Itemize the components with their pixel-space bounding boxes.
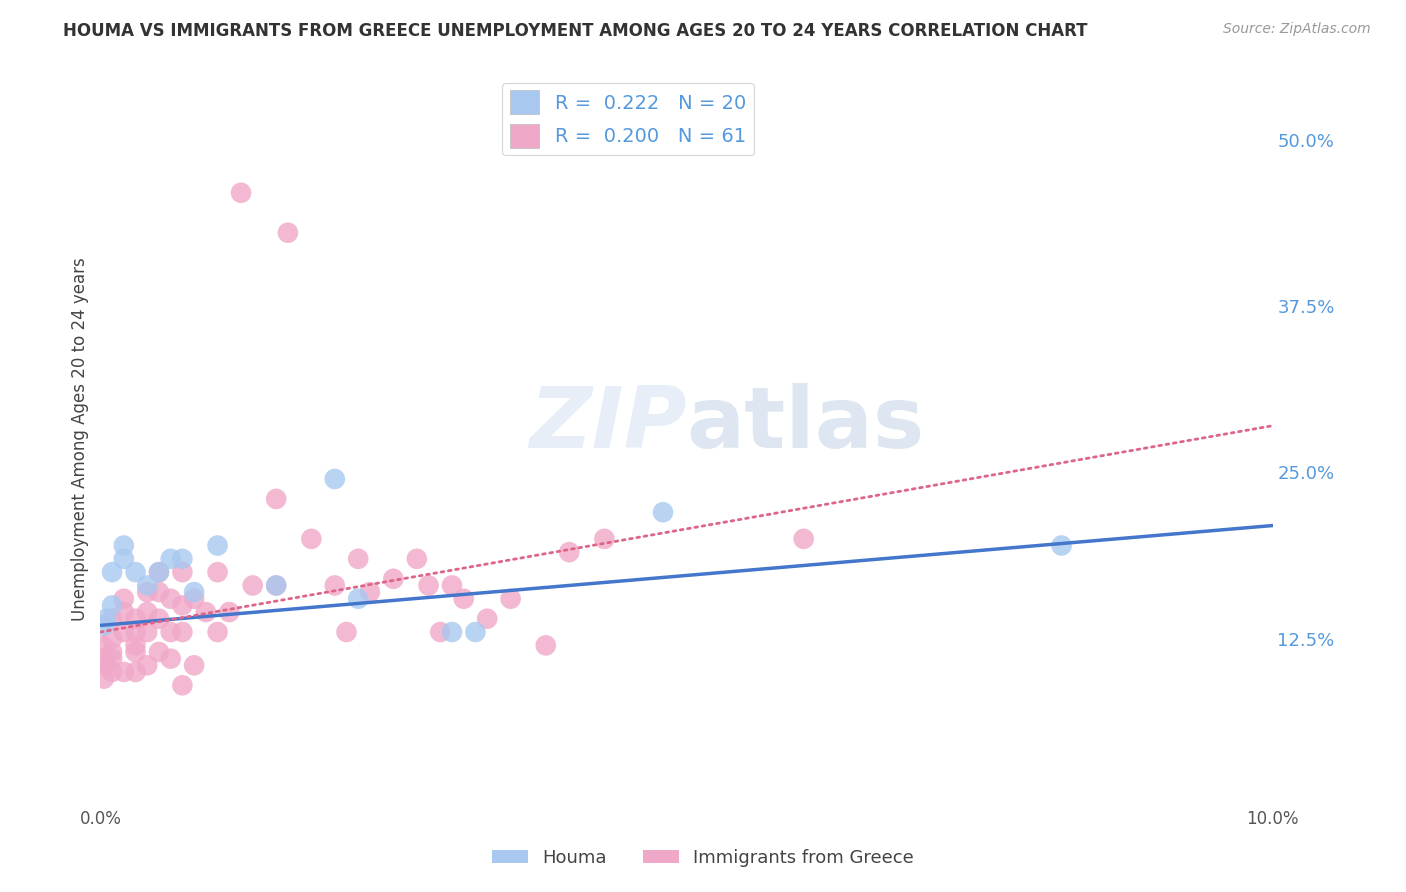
- Point: [405, 551, 427, 566]
- Point: [112, 551, 135, 566]
- Point: [264, 578, 287, 592]
- Point: [1050, 539, 1073, 553]
- Point: [323, 472, 346, 486]
- Point: [90, 651, 112, 665]
- Point: [382, 572, 405, 586]
- Point: [453, 591, 475, 606]
- Point: [335, 625, 357, 640]
- Point: [159, 651, 181, 665]
- Point: [124, 665, 146, 679]
- Point: [148, 585, 170, 599]
- Point: [96, 612, 118, 626]
- Point: [440, 625, 463, 640]
- Point: [101, 665, 124, 679]
- Point: [183, 591, 205, 606]
- Point: [277, 226, 299, 240]
- Point: [112, 665, 135, 679]
- Point: [183, 585, 205, 599]
- Point: [264, 491, 287, 506]
- Legend: R =  0.222   N = 20, R =  0.200   N = 61: R = 0.222 N = 20, R = 0.200 N = 61: [502, 83, 754, 155]
- Point: [172, 551, 194, 566]
- Point: [112, 539, 135, 553]
- Point: [112, 605, 135, 619]
- Point: [207, 539, 229, 553]
- Point: [136, 605, 159, 619]
- Point: [347, 591, 370, 606]
- Y-axis label: Unemployment Among Ages 20 to 24 years: Unemployment Among Ages 20 to 24 years: [72, 257, 89, 621]
- Point: [464, 625, 486, 640]
- Point: [499, 591, 522, 606]
- Point: [172, 565, 194, 579]
- Point: [218, 605, 240, 619]
- Point: [124, 625, 146, 640]
- Point: [159, 551, 181, 566]
- Point: [299, 532, 322, 546]
- Point: [101, 645, 124, 659]
- Point: [101, 632, 124, 646]
- Point: [172, 599, 194, 613]
- Point: [101, 599, 124, 613]
- Point: [172, 678, 194, 692]
- Point: [264, 578, 287, 592]
- Point: [101, 612, 124, 626]
- Point: [124, 638, 146, 652]
- Point: [323, 578, 346, 592]
- Text: ZIP: ZIP: [529, 383, 686, 466]
- Point: [534, 638, 557, 652]
- Point: [229, 186, 252, 200]
- Point: [418, 578, 440, 592]
- Legend: Houma, Immigrants from Greece: Houma, Immigrants from Greece: [485, 842, 921, 874]
- Point: [359, 585, 381, 599]
- Point: [148, 565, 170, 579]
- Point: [124, 565, 146, 579]
- Text: HOUMA VS IMMIGRANTS FROM GREECE UNEMPLOYMENT AMONG AGES 20 TO 24 YEARS CORRELATI: HOUMA VS IMMIGRANTS FROM GREECE UNEMPLOY…: [63, 22, 1088, 40]
- Point: [172, 625, 194, 640]
- Point: [93, 672, 115, 686]
- Point: [183, 658, 205, 673]
- Point: [148, 565, 170, 579]
- Point: [207, 565, 229, 579]
- Point: [159, 625, 181, 640]
- Point: [242, 578, 264, 592]
- Point: [440, 578, 463, 592]
- Point: [91, 638, 114, 652]
- Point: [101, 565, 124, 579]
- Text: Source: ZipAtlas.com: Source: ZipAtlas.com: [1223, 22, 1371, 37]
- Point: [136, 658, 159, 673]
- Point: [148, 612, 170, 626]
- Point: [136, 585, 159, 599]
- Point: [93, 618, 115, 632]
- Point: [96, 658, 118, 673]
- Point: [347, 551, 370, 566]
- Point: [101, 651, 124, 665]
- Point: [136, 625, 159, 640]
- Point: [194, 605, 217, 619]
- Point: [159, 591, 181, 606]
- Point: [124, 645, 146, 659]
- Point: [793, 532, 815, 546]
- Point: [207, 625, 229, 640]
- Point: [112, 625, 135, 640]
- Point: [593, 532, 616, 546]
- Text: atlas: atlas: [686, 383, 925, 466]
- Point: [112, 591, 135, 606]
- Point: [136, 578, 159, 592]
- Point: [124, 612, 146, 626]
- Point: [652, 505, 675, 519]
- Point: [148, 645, 170, 659]
- Point: [429, 625, 451, 640]
- Point: [558, 545, 581, 559]
- Point: [475, 612, 498, 626]
